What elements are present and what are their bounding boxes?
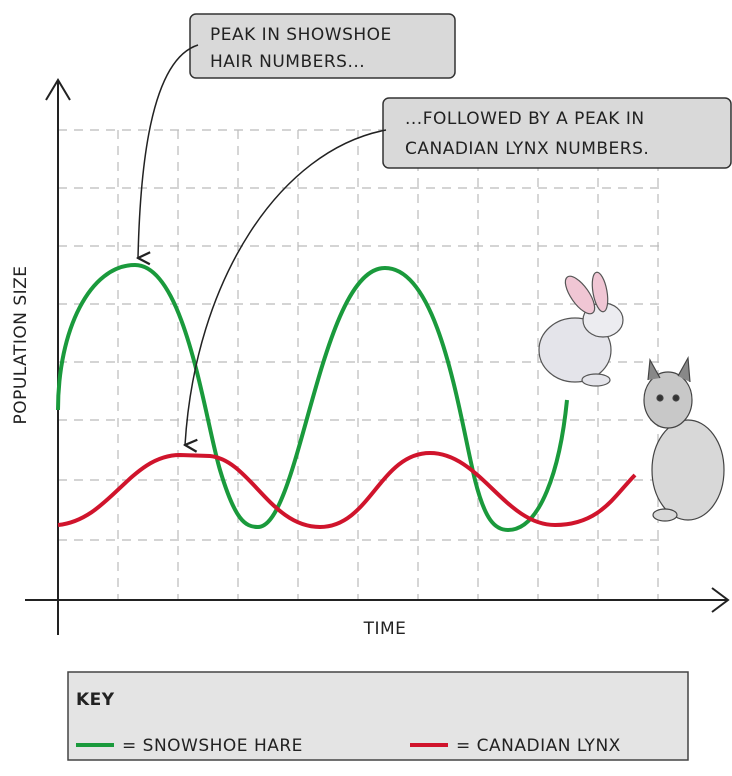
callout-text: PEAK IN SHOWSHOE	[210, 25, 392, 45]
callout-text: ...FOLLOWED BY A PEAK IN	[405, 109, 645, 129]
callout-text: CANADIAN LYNX NUMBERS.	[405, 139, 649, 159]
key-label: = CANADIAN LYNX	[456, 736, 621, 756]
key: KEY = SNOWSHOE HARE = CANADIAN LYNX	[68, 672, 688, 760]
lynx-illustration	[644, 358, 724, 521]
hare-curve	[58, 265, 567, 530]
hare-illustration	[539, 271, 623, 386]
key-label: = SNOWSHOE HARE	[122, 736, 303, 756]
y-axis-label: POPULATION SIZE	[11, 265, 31, 424]
key-title: KEY	[76, 690, 115, 710]
diagram: POPULATION SIZE TIME PEAK IN SHOWSHOE HA…	[0, 0, 732, 776]
x-axis-label: TIME	[363, 619, 407, 639]
callout-text: HAIR NUMBERS...	[210, 52, 365, 72]
